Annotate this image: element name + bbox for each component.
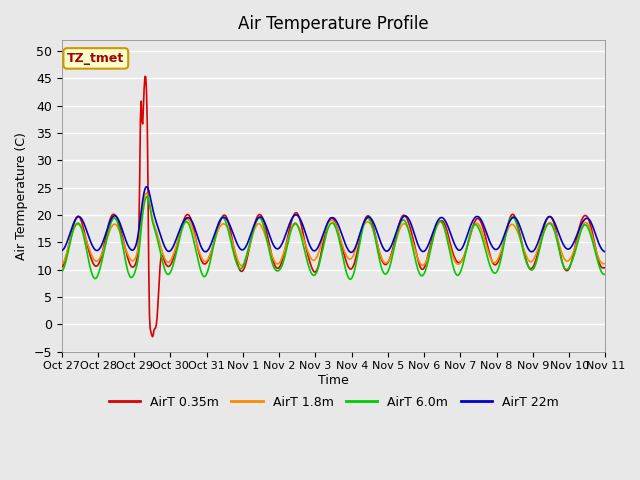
Legend: AirT 0.35m, AirT 1.8m, AirT 6.0m, AirT 22m: AirT 0.35m, AirT 1.8m, AirT 6.0m, AirT 2… [104, 391, 563, 414]
Y-axis label: Air Termperature (C): Air Termperature (C) [15, 132, 28, 260]
X-axis label: Time: Time [318, 374, 349, 387]
Text: TZ_tmet: TZ_tmet [67, 52, 124, 65]
Title: Air Temperature Profile: Air Temperature Profile [238, 15, 429, 33]
